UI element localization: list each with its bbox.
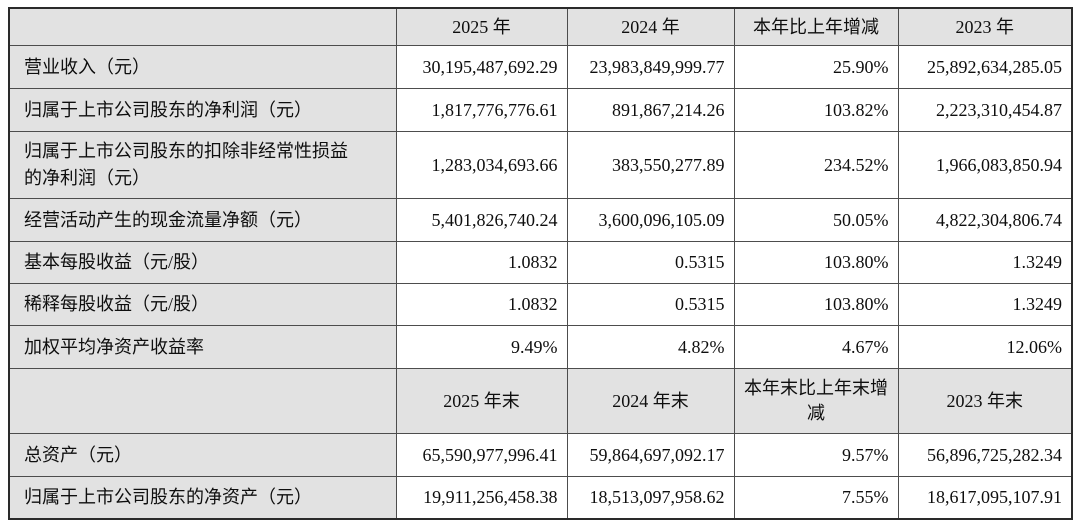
row-label: 营业收入（元） (8, 45, 397, 89)
period-end-header-row: 2025 年末 2024 年末 本年末比上年末增减 2023 年末 (8, 368, 1073, 434)
annual-header-row: 2025 年 2024 年 本年比上年增减 2023 年 (8, 7, 1073, 46)
row-label: 稀释每股收益（元/股） (8, 283, 397, 326)
row-label: 归属于上市公司股东的净利润（元） (8, 88, 397, 132)
col-header-2024: 2024 年 (566, 7, 735, 46)
table-row-basic-eps: 基本每股收益（元/股） 1.0832 0.5315 103.80% 1.3249 (8, 241, 1073, 284)
corner-blank-cell (8, 7, 397, 46)
value-yoy: 25.90% (733, 45, 899, 89)
value-2024: 4.82% (566, 325, 735, 369)
col-header-2025-end: 2025 年末 (395, 368, 568, 434)
value-2024-end: 18,513,097,958.62 (566, 476, 735, 520)
value-2025: 1.0832 (395, 283, 568, 326)
row-label: 总资产（元） (8, 433, 397, 477)
col-header-2025: 2025 年 (395, 7, 568, 46)
value-end-change: 7.55% (733, 476, 899, 520)
value-2023: 2,223,310,454.87 (897, 88, 1073, 132)
value-yoy: 234.52% (733, 131, 899, 199)
value-2025: 1,283,034,693.66 (395, 131, 568, 199)
table-row-total-assets: 总资产（元） 65,590,977,996.41 59,864,697,092.… (8, 433, 1073, 477)
value-2025-end: 19,911,256,458.38 (395, 476, 568, 520)
value-end-change: 9.57% (733, 433, 899, 477)
value-2024: 891,867,214.26 (566, 88, 735, 132)
value-2024-end: 59,864,697,092.17 (566, 433, 735, 477)
value-2024: 23,983,849,999.77 (566, 45, 735, 89)
value-2024: 0.5315 (566, 283, 735, 326)
col-header-2023-end: 2023 年末 (897, 368, 1073, 434)
value-2023: 12.06% (897, 325, 1073, 369)
value-2024: 0.5315 (566, 241, 735, 284)
table-row-revenue: 营业收入（元） 30,195,487,692.29 23,983,849,999… (8, 45, 1073, 89)
table-row-net-profit-excl-nonrecurring: 归属于上市公司股东的扣除非经常性损益的净利润（元） 1,283,034,693.… (8, 131, 1073, 199)
corner-blank-cell (8, 368, 397, 434)
table-row-diluted-eps: 稀释每股收益（元/股） 1.0832 0.5315 103.80% 1.3249 (8, 283, 1073, 326)
value-2025: 30,195,487,692.29 (395, 45, 568, 89)
value-2023-end: 56,896,725,282.34 (897, 433, 1073, 477)
value-yoy: 103.82% (733, 88, 899, 132)
value-yoy: 4.67% (733, 325, 899, 369)
value-yoy: 103.80% (733, 283, 899, 326)
value-yoy: 50.05% (733, 198, 899, 242)
row-label: 归属于上市公司股东的扣除非经常性损益的净利润（元） (8, 131, 397, 199)
col-header-2024-end: 2024 年末 (566, 368, 735, 434)
col-header-end-change: 本年末比上年末增减 (733, 368, 899, 434)
value-2025: 9.49% (395, 325, 568, 369)
col-header-2023: 2023 年 (897, 7, 1073, 46)
row-label: 基本每股收益（元/股） (8, 241, 397, 284)
value-2025-end: 65,590,977,996.41 (395, 433, 568, 477)
value-2023: 4,822,304,806.74 (897, 198, 1073, 242)
row-label: 归属于上市公司股东的净资产（元） (8, 476, 397, 520)
financial-summary-table: 2025 年 2024 年 本年比上年增减 2023 年 营业收入（元） 30,… (8, 7, 1073, 520)
value-2023: 1.3249 (897, 241, 1073, 284)
table-row-net-assets: 归属于上市公司股东的净资产（元） 19,911,256,458.38 18,51… (8, 476, 1073, 520)
value-2023: 25,892,634,285.05 (897, 45, 1073, 89)
table-row-net-profit: 归属于上市公司股东的净利润（元） 1,817,776,776.61 891,86… (8, 88, 1073, 132)
table-row-operating-cash-flow: 经营活动产生的现金流量净额（元） 5,401,826,740.24 3,600,… (8, 198, 1073, 242)
value-2024: 3,600,096,105.09 (566, 198, 735, 242)
value-2023: 1,966,083,850.94 (897, 131, 1073, 199)
value-2023: 1.3249 (897, 283, 1073, 326)
row-label: 加权平均净资产收益率 (8, 325, 397, 369)
value-yoy: 103.80% (733, 241, 899, 284)
value-2025: 5,401,826,740.24 (395, 198, 568, 242)
value-2025: 1.0832 (395, 241, 568, 284)
value-2023-end: 18,617,095,107.91 (897, 476, 1073, 520)
value-2024: 383,550,277.89 (566, 131, 735, 199)
col-header-yoy-change: 本年比上年增减 (733, 7, 899, 46)
row-label: 经营活动产生的现金流量净额（元） (8, 198, 397, 242)
table-row-weighted-avg-roe: 加权平均净资产收益率 9.49% 4.82% 4.67% 12.06% (8, 325, 1073, 369)
value-2025: 1,817,776,776.61 (395, 88, 568, 132)
